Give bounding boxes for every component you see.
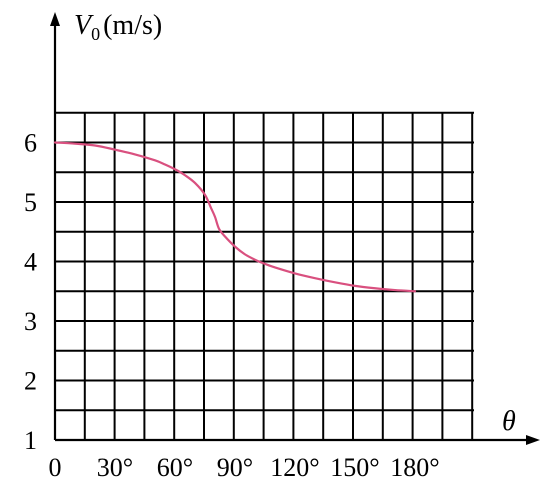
x-tick-label-3: 90° [217, 453, 253, 482]
x-tick-label-6: 180° [390, 453, 439, 482]
axes [50, 12, 540, 445]
y-axis-label-subscript: 0 [91, 24, 100, 44]
x-axis-arrow [526, 435, 540, 445]
y-tick-label-1: 2 [24, 367, 37, 396]
series [53, 141, 417, 293]
series-line-0 [53, 141, 417, 293]
tick-labels: 1 2 3 4 5 6 0 30° 60° 90° 120° 150° 180° [24, 129, 440, 483]
y-tick-label-0: 1 [24, 426, 37, 455]
y-tick-label-5: 6 [24, 129, 37, 158]
grid [55, 111, 474, 440]
y-tick-label-4: 5 [24, 188, 37, 217]
y-tick-label-2: 3 [24, 307, 37, 336]
x-tick-label-1: 30° [97, 453, 133, 482]
x-tick-label-5: 150° [330, 453, 379, 482]
y-axis-arrow [50, 12, 60, 26]
x-tick-label-0: 0 [49, 453, 62, 482]
x-axis-label: θ [502, 406, 516, 437]
y-axis-label: V0 (m/s) [74, 10, 162, 44]
y-tick-label-3: 4 [24, 248, 37, 277]
y-axis-label-symbol: V [74, 10, 94, 41]
y-axis-label-unit: (m/s) [103, 10, 162, 41]
x-tick-label-4: 120° [270, 453, 319, 482]
x-tick-label-2: 60° [157, 453, 193, 482]
